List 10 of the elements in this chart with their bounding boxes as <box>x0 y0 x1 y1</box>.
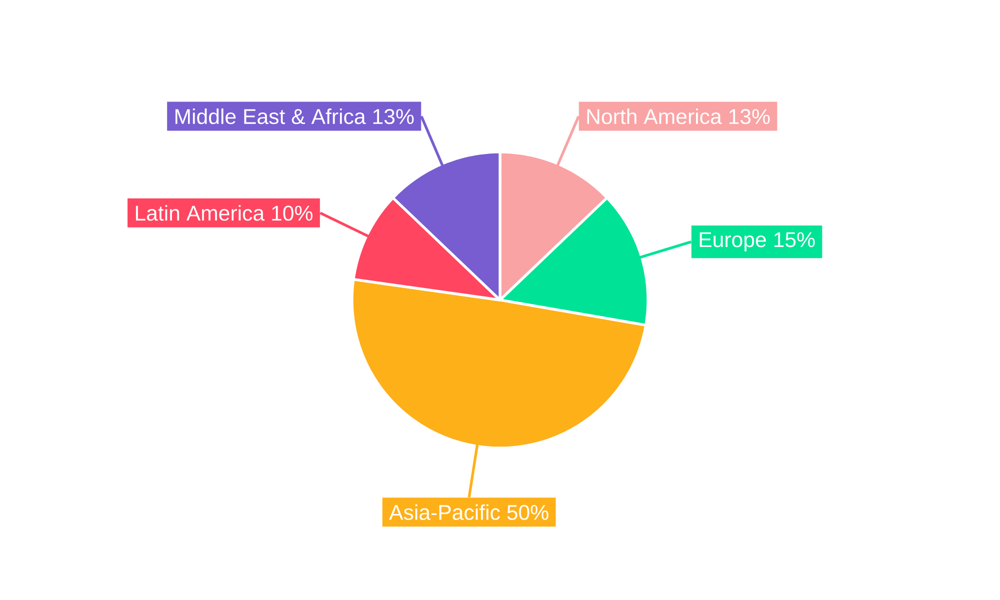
slice-label: Middle East & Africa <box>176 108 366 124</box>
slice-label: Asia-Pacific <box>389 504 500 520</box>
slice-label: Latin America <box>136 205 265 221</box>
slice-label: North America <box>587 108 722 124</box>
data-label: 10% <box>272 206 312 221</box>
data-label: 13% <box>373 109 414 124</box>
data-label: 15% <box>774 232 815 248</box>
data-label: 13% <box>729 109 770 124</box>
slice-label: Europe <box>700 232 766 252</box>
data-label: 50% <box>507 504 548 520</box>
